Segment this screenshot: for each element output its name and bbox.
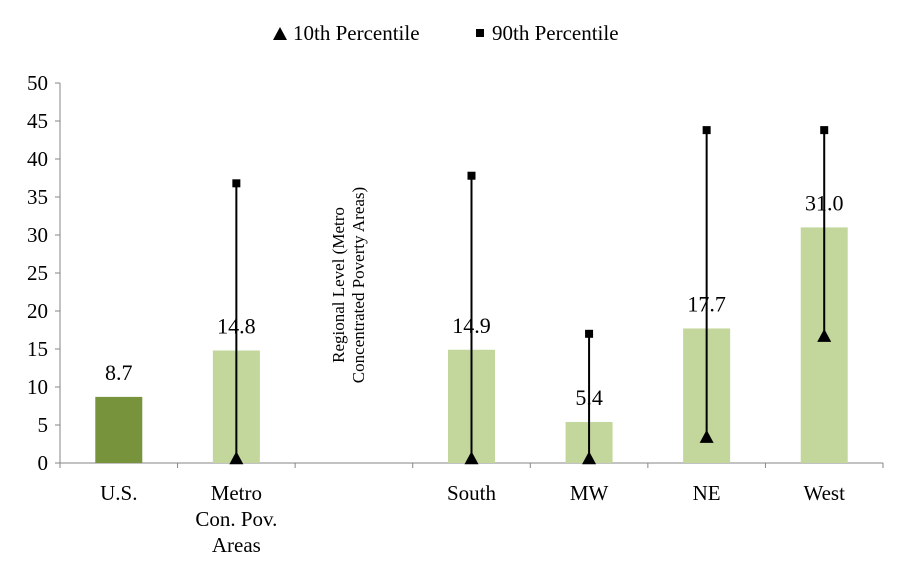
data-label: 17.7 <box>687 291 726 316</box>
marker-90th-percentile <box>232 179 241 188</box>
legend-triangle-icon <box>273 27 287 40</box>
marker-90th-percentile <box>585 329 594 338</box>
x-tick-label: Con. Pov. <box>195 507 277 531</box>
marker-10th-percentile <box>582 451 597 465</box>
bar <box>95 396 143 463</box>
x-tick-label: NE <box>693 481 721 505</box>
x-tick-label: Areas <box>212 533 261 557</box>
y-tick-label: 20 <box>27 299 48 323</box>
data-label: 14.9 <box>452 313 491 338</box>
annotation-line: Regional Level (Metro <box>329 207 348 363</box>
y-tick-label: 0 <box>38 451 49 475</box>
legend-label: 10th Percentile <box>293 21 420 45</box>
x-tick-label: South <box>447 481 497 505</box>
data-label: 14.8 <box>217 314 256 339</box>
y-tick-label: 40 <box>27 147 48 171</box>
y-tick-label: 5 <box>38 413 49 437</box>
legend-square-icon <box>476 29 484 37</box>
y-tick-label: 45 <box>27 109 48 133</box>
data-label: 5.4 <box>575 385 603 410</box>
annotation: Regional Level (Metro Concentrated Povert… <box>329 187 368 383</box>
marker-10th-percentile <box>229 451 244 465</box>
marker-90th-percentile <box>702 126 711 135</box>
x-tick-label: U.S. <box>100 481 137 505</box>
marker-10th-percentile <box>817 328 832 342</box>
y-tick-label: 35 <box>27 185 48 209</box>
y-tick-label: 10 <box>27 375 48 399</box>
y-tick-label: 15 <box>27 337 48 361</box>
y-tick-label: 25 <box>27 261 48 285</box>
y-tick-label: 50 <box>27 71 48 95</box>
marker-10th-percentile <box>464 451 479 465</box>
y-tick-label: 30 <box>27 223 48 247</box>
marker-90th-percentile <box>467 171 476 180</box>
annotation-line: Concentrated Poverty Areas) <box>349 187 368 383</box>
x-tick-label: MW <box>570 481 609 505</box>
data-label: 8.7 <box>105 360 133 385</box>
x-tick-label: Metro <box>211 481 262 505</box>
marker-90th-percentile <box>820 126 829 135</box>
legend-label: 90th Percentile <box>492 21 619 45</box>
marker-10th-percentile <box>699 429 714 443</box>
data-label: 31.0 <box>805 190 844 215</box>
x-tick-label: West <box>803 481 845 505</box>
